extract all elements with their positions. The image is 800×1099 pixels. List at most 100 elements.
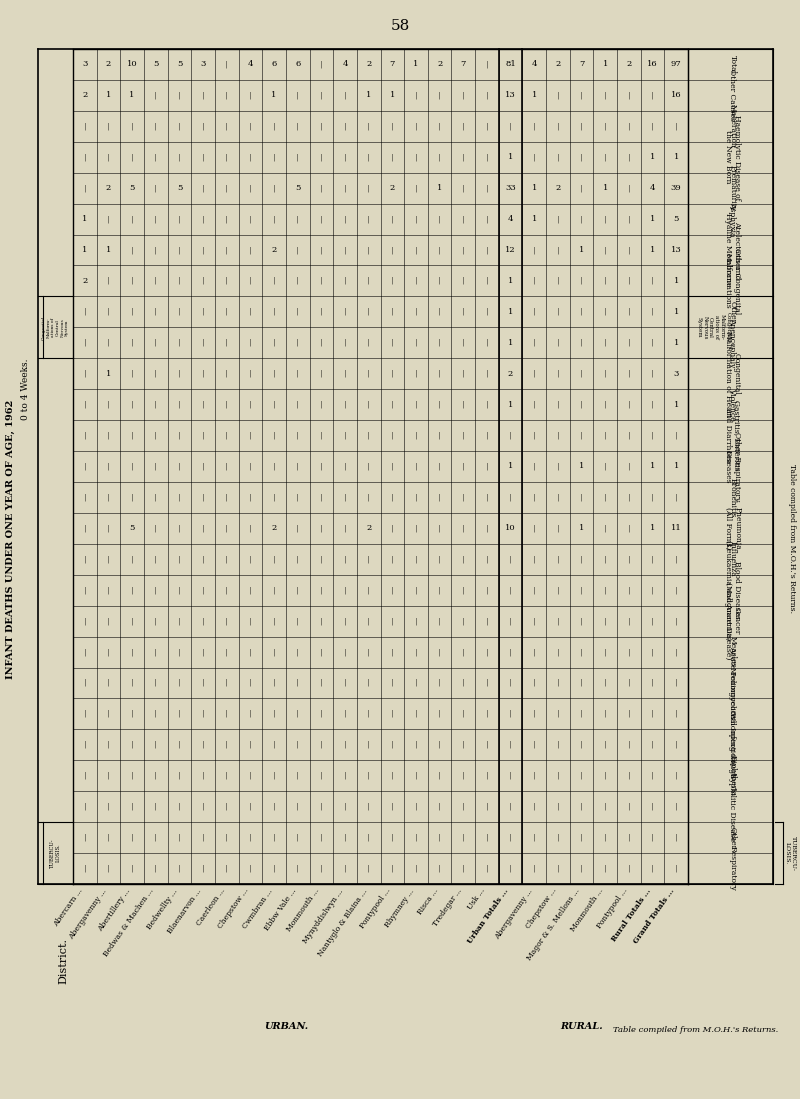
Text: |: | (486, 679, 488, 687)
Text: |: | (604, 246, 606, 254)
Text: |: | (154, 277, 158, 285)
Text: |: | (226, 648, 228, 656)
Text: |: | (533, 555, 536, 564)
Text: |: | (83, 834, 86, 842)
Text: |: | (154, 865, 158, 873)
Text: |: | (391, 679, 394, 687)
Text: |: | (273, 586, 275, 595)
Text: |: | (367, 586, 370, 595)
Text: |: | (557, 463, 559, 470)
Text: 1: 1 (508, 153, 514, 162)
Text: |: | (604, 215, 606, 223)
Text: |: | (343, 524, 346, 532)
Text: |: | (343, 463, 346, 470)
Text: |: | (533, 771, 536, 780)
Text: 1: 1 (508, 401, 514, 409)
Text: |: | (462, 153, 465, 162)
Text: |: | (509, 741, 512, 748)
Text: |: | (651, 401, 654, 409)
Text: |: | (320, 648, 323, 656)
Text: TUBERCU-
LOSIS.: TUBERCU- LOSIS. (785, 835, 796, 870)
Text: 13: 13 (670, 246, 682, 254)
Text: |: | (486, 246, 488, 254)
Text: |: | (296, 648, 299, 656)
Text: |: | (154, 741, 158, 748)
Text: |: | (557, 277, 559, 285)
Text: |: | (178, 338, 181, 347)
Text: |: | (343, 185, 346, 192)
Text: |: | (226, 555, 228, 564)
Text: |: | (320, 338, 323, 347)
Text: 0 to 4 Weeks.: 0 to 4 Weeks. (21, 358, 30, 420)
Text: |: | (462, 493, 465, 501)
Text: Abergavenny ...: Abergavenny ... (67, 887, 109, 941)
Text: |: | (414, 741, 418, 748)
Text: |: | (83, 185, 86, 192)
Text: |: | (343, 91, 346, 99)
Text: |: | (627, 524, 630, 532)
Text: |: | (486, 215, 488, 223)
Text: |: | (580, 122, 583, 131)
Text: |: | (486, 493, 488, 501)
Text: |: | (604, 91, 606, 99)
Text: 1: 1 (531, 91, 537, 99)
Text: |: | (83, 369, 86, 378)
Text: Grand Totals ...: Grand Totals ... (632, 887, 676, 945)
Text: 1: 1 (650, 246, 655, 254)
Text: Whooping Cough: Whooping Cough (729, 712, 737, 778)
Text: |: | (627, 555, 630, 564)
Text: |: | (226, 524, 228, 532)
Text: |: | (320, 153, 323, 162)
Text: |: | (343, 308, 346, 315)
Text: |: | (486, 338, 488, 347)
Text: |: | (130, 215, 134, 223)
Text: |: | (604, 153, 606, 162)
Text: |: | (414, 277, 418, 285)
Text: |: | (296, 215, 299, 223)
Text: |: | (154, 679, 158, 687)
Text: |: | (273, 463, 275, 470)
Text: |: | (83, 679, 86, 687)
Text: |: | (627, 463, 630, 470)
Text: Congenital
Malform-
ations of
Central
Nervous
System: Congenital Malform- ations of Central Ne… (697, 312, 730, 343)
Text: |: | (249, 185, 252, 192)
Text: |: | (178, 401, 181, 409)
Text: |: | (627, 122, 630, 131)
Text: |: | (557, 865, 559, 873)
Text: |: | (273, 865, 275, 873)
Text: |: | (391, 710, 394, 718)
Text: |: | (438, 802, 441, 811)
Text: |: | (674, 771, 678, 780)
Text: |: | (509, 555, 512, 564)
Text: |: | (462, 802, 465, 811)
Text: |: | (533, 802, 536, 811)
Text: 2: 2 (82, 91, 87, 99)
Text: |: | (580, 369, 583, 378)
Text: |: | (107, 524, 110, 532)
Text: 58: 58 (390, 19, 410, 33)
Text: |: | (226, 91, 228, 99)
Text: |: | (367, 246, 370, 254)
Text: |: | (83, 802, 86, 811)
Text: Blaenarvon ...: Blaenarvon ... (166, 887, 203, 935)
Text: |: | (202, 648, 205, 656)
Text: |: | (580, 618, 583, 625)
Text: |: | (249, 246, 252, 254)
Text: |: | (627, 91, 630, 99)
Text: |: | (107, 122, 110, 131)
Text: |: | (533, 308, 536, 315)
Text: 5: 5 (130, 185, 135, 192)
Text: Bronchitis: Bronchitis (729, 478, 737, 518)
Text: Measles: Measles (729, 636, 737, 668)
Text: |: | (107, 834, 110, 842)
Text: |: | (320, 246, 323, 254)
Text: Syphilitic Disease: Syphilitic Disease (729, 773, 737, 841)
Text: |: | (486, 741, 488, 748)
Text: INFANT DEATHS UNDER ONE YEAR OF AGE, 1962: INFANT DEATHS UNDER ONE YEAR OF AGE, 196… (6, 399, 14, 678)
Text: 1: 1 (437, 185, 442, 192)
Text: |: | (627, 618, 630, 625)
Text: |: | (249, 401, 252, 409)
Text: Meningococcal Infection: Meningococcal Infection (729, 667, 737, 762)
Text: |: | (391, 277, 394, 285)
Text: |: | (604, 463, 606, 470)
